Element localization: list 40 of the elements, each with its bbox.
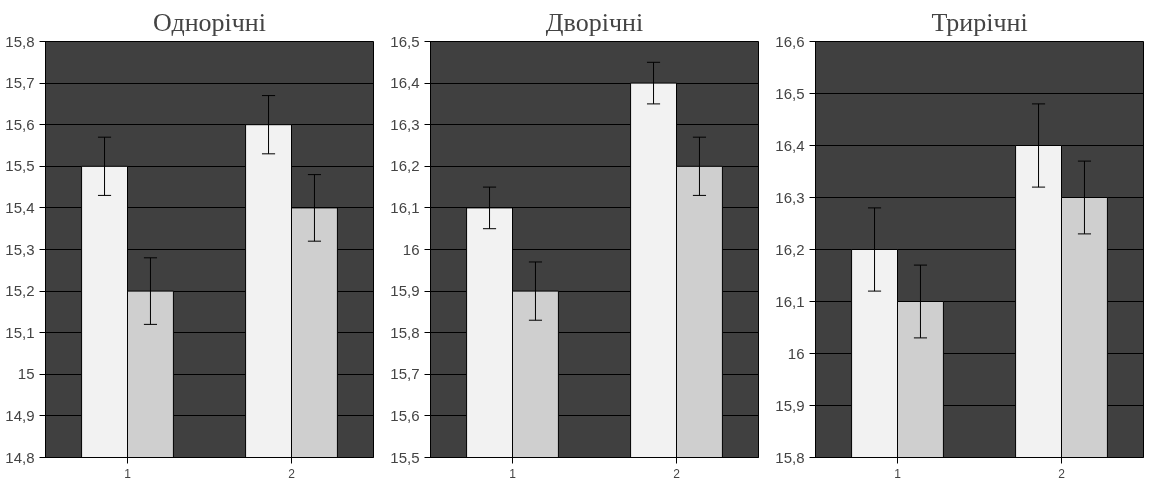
y-tick-label: 15,5 — [5, 157, 35, 175]
y-tick-label: 15,7 — [390, 365, 420, 383]
y-tick-label: 15,8 — [390, 323, 420, 341]
chart-title: Дворічні — [545, 7, 644, 37]
y-tick-label: 15 — [17, 365, 35, 383]
y-tick-label: 15,1 — [5, 323, 35, 341]
y-tick-label: 16,6 — [775, 32, 805, 50]
x-tick-label: 2 — [673, 466, 681, 481]
y-tick-label: 15,5 — [390, 448, 420, 466]
x-tick-label: 2 — [1058, 466, 1066, 481]
x-tick-label: 1 — [894, 466, 902, 481]
y-tick-label: 15,6 — [390, 406, 420, 424]
y-tick-label: 15,9 — [775, 396, 805, 414]
y-tick-label: 14,9 — [5, 406, 35, 424]
y-tick-label: 16,5 — [390, 32, 420, 50]
y-tick-label: 15,2 — [5, 282, 35, 300]
y-tick-label: 16,3 — [390, 115, 420, 133]
chart-title: Трирічні — [931, 7, 1028, 37]
y-tick-label: 15,4 — [5, 198, 35, 216]
y-tick-label: 16,1 — [390, 198, 420, 216]
y-tick-label: 16,5 — [775, 84, 805, 102]
x-tick-label: 1 — [124, 466, 132, 481]
y-tick-label: 16 — [787, 344, 805, 362]
y-tick-label: 15,7 — [5, 74, 35, 92]
y-tick-label: 15,3 — [5, 240, 35, 258]
y-tick-label: 15,8 — [775, 448, 805, 466]
y-tick-label: 16,4 — [390, 74, 420, 92]
y-tick-label: 16,2 — [390, 157, 420, 175]
y-tick-label: 15,9 — [390, 282, 420, 300]
y-tick-label: 15,6 — [5, 115, 35, 133]
chart-title: Однорічні — [152, 7, 267, 37]
y-tick-label: 16,1 — [775, 292, 805, 310]
y-tick-label: 15,8 — [5, 32, 35, 50]
y-tick-label: 16 — [402, 240, 420, 258]
y-tick-label: 16,4 — [775, 136, 805, 154]
y-tick-label: 14,8 — [5, 448, 35, 466]
y-tick-label: 16,2 — [775, 240, 805, 258]
x-tick-label: 2 — [288, 466, 296, 481]
y-tick-label: 16,3 — [775, 188, 805, 206]
x-tick-label: 1 — [509, 466, 517, 481]
